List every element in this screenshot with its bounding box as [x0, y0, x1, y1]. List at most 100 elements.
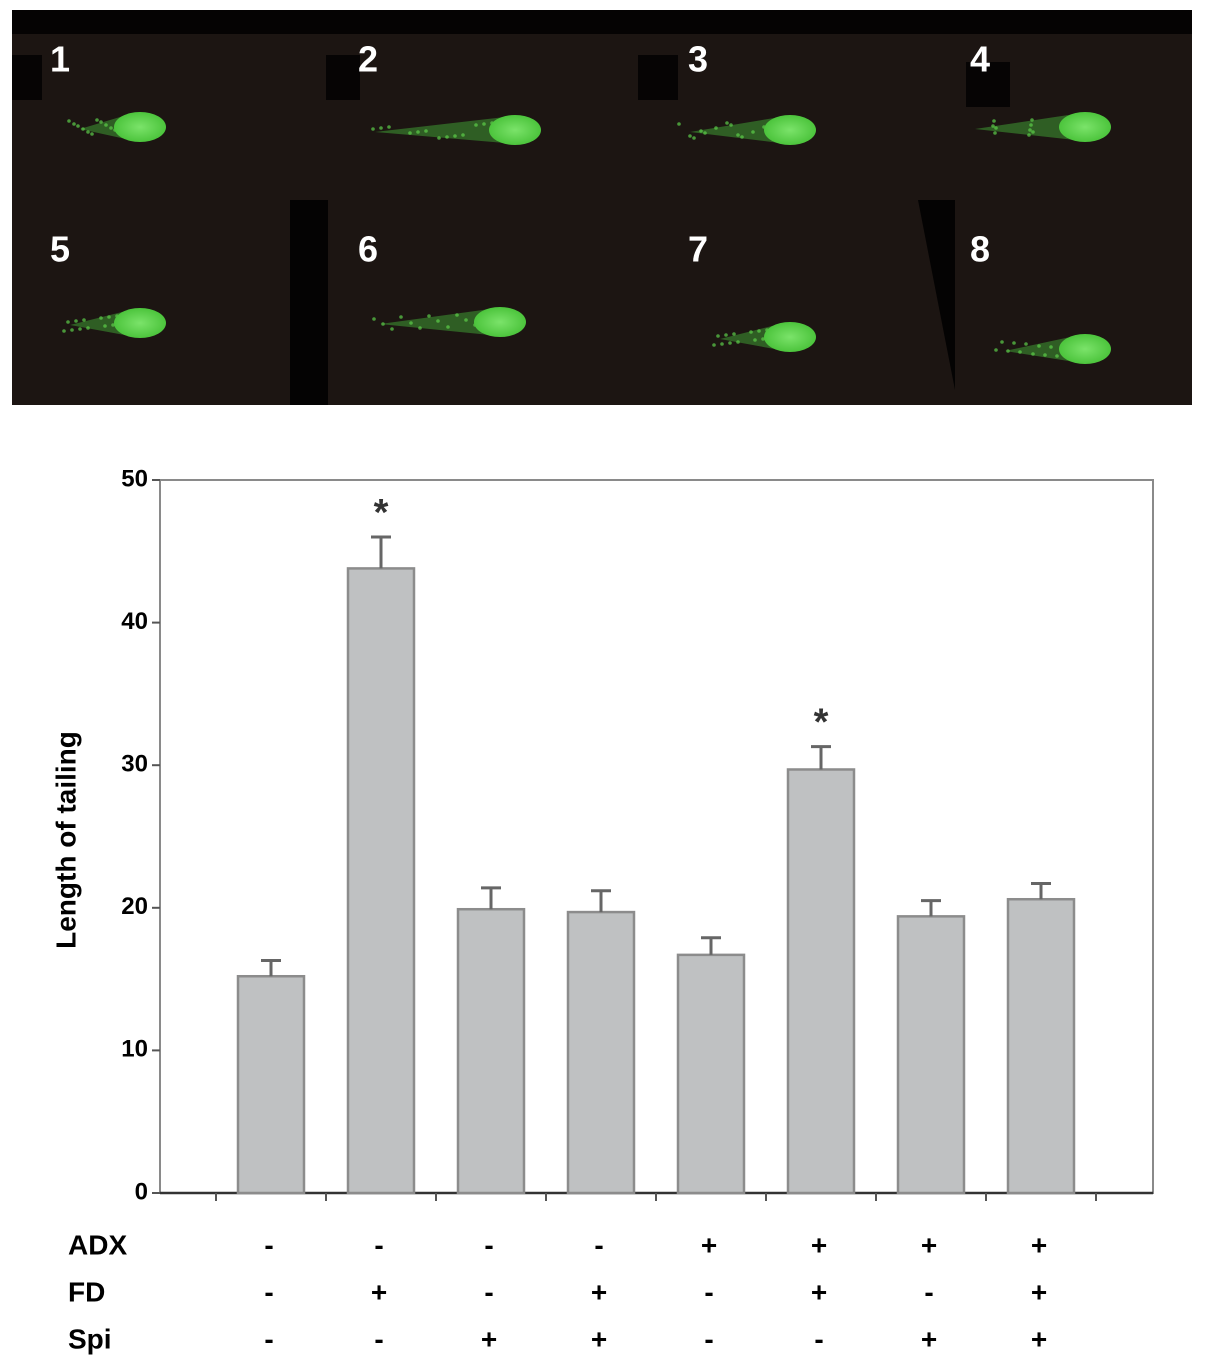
comet-speck: [728, 341, 732, 345]
comet-speck: [408, 131, 412, 135]
comet-head: [764, 115, 816, 145]
comet-speck: [1027, 133, 1031, 137]
comet-speck: [1031, 130, 1035, 134]
comet-speck: [72, 122, 76, 126]
comet-speck: [424, 129, 428, 133]
condition-name: Spi: [68, 1323, 112, 1354]
comet-speck: [109, 126, 113, 130]
comet-speck: [1018, 350, 1022, 354]
comet-speck: [418, 326, 422, 330]
comet-tail: [375, 117, 505, 143]
mask: [918, 200, 955, 390]
bar: [236, 974, 306, 1195]
comet-tail: [690, 117, 780, 143]
panel-label: 1: [50, 39, 70, 80]
comet-speck: [453, 134, 457, 138]
error-bar: [1031, 882, 1051, 900]
comet-speck: [753, 338, 757, 342]
comet-speck: [725, 121, 729, 125]
comet-speck: [107, 315, 111, 319]
comet-speck: [1006, 349, 1010, 353]
comet-speck: [437, 136, 441, 140]
comet-speck: [399, 315, 403, 319]
condition-sign: +: [481, 1323, 497, 1354]
comet-speck: [70, 328, 74, 332]
error-bar: [261, 959, 281, 977]
comet-speck: [757, 329, 761, 333]
error-bar: [481, 886, 501, 910]
condition-name: FD: [68, 1276, 105, 1307]
mask: [12, 55, 42, 100]
condition-sign: -: [814, 1323, 823, 1354]
comet-tail: [975, 114, 1075, 140]
comet-head: [114, 308, 166, 338]
bar: [456, 907, 526, 1195]
mask: [326, 55, 360, 100]
comet-speck: [99, 316, 103, 320]
error-bar: [701, 936, 721, 955]
significance-marker: *: [374, 492, 389, 534]
condition-sign: -: [484, 1229, 493, 1260]
comet-speck: [740, 135, 744, 139]
bar: [346, 567, 416, 1195]
mask: [638, 55, 678, 100]
comet-speck: [1000, 340, 1004, 344]
comet-speck: [445, 135, 449, 139]
comet-speck: [1029, 123, 1033, 127]
comet-speck: [1028, 128, 1032, 132]
condition-sign: +: [811, 1229, 827, 1260]
comet-speck: [699, 129, 703, 133]
comet-speck: [436, 319, 440, 323]
error-bar: [371, 535, 391, 569]
comet-tail: [70, 310, 130, 336]
condition-sign: -: [374, 1323, 383, 1354]
comet-speck: [712, 343, 716, 347]
mask: [966, 62, 1010, 107]
condition-sign: +: [811, 1276, 827, 1307]
comet-speck: [371, 127, 375, 131]
comet-speck: [62, 329, 66, 333]
comet-speck: [474, 123, 478, 127]
comet-tail: [720, 324, 780, 350]
condition-sign: -: [264, 1323, 273, 1354]
comet-speck: [1037, 344, 1041, 348]
panel-label: 2: [358, 39, 378, 80]
comet-speck: [703, 131, 707, 135]
comet-speck: [78, 327, 82, 331]
bar: [676, 953, 746, 1195]
y-tick-label: 10: [121, 1036, 148, 1063]
comet-speck: [379, 126, 383, 130]
comet-speck: [104, 123, 108, 127]
bar: [896, 915, 966, 1195]
comet-speck: [1024, 342, 1028, 346]
comet-speck: [482, 122, 486, 126]
comet-head: [489, 115, 541, 145]
comet-head: [764, 322, 816, 352]
comet-speck: [74, 319, 78, 323]
comet-speck: [751, 130, 755, 134]
condition-sign: +: [591, 1276, 607, 1307]
comet-speck: [76, 124, 80, 128]
error-bar: [811, 745, 831, 770]
comet-speck: [387, 125, 391, 129]
panel-label: 5: [50, 229, 70, 270]
y-axis-label: Length of tailing: [50, 731, 81, 949]
y-tick-label: 0: [135, 1178, 148, 1205]
comet-speck: [372, 317, 376, 321]
panel-label: 8: [970, 229, 990, 270]
comet-speck: [720, 342, 724, 346]
y-tick-label: 50: [121, 465, 148, 492]
comet-speck: [1031, 352, 1035, 356]
comet-speck: [688, 134, 692, 138]
panel-label: 3: [688, 39, 708, 80]
condition-sign: +: [921, 1323, 937, 1354]
condition-sign: +: [371, 1276, 387, 1307]
comet-speck: [103, 324, 107, 328]
comet-speck: [677, 122, 681, 126]
error-bar: [591, 889, 611, 913]
comet-speck: [86, 130, 90, 134]
condition-sign: +: [591, 1323, 607, 1354]
condition-sign: -: [924, 1276, 933, 1307]
error-bar: [921, 899, 941, 917]
comet-speck: [692, 136, 696, 140]
